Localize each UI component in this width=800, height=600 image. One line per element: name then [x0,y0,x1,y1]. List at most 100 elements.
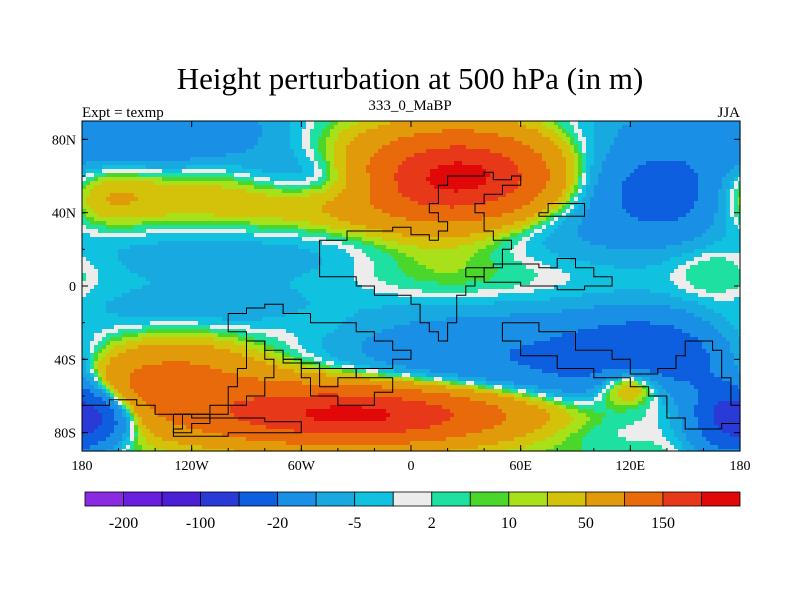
field-cell [482,165,487,170]
field-cell [114,169,119,174]
field-cell [310,169,315,174]
field-cell [114,125,119,130]
field-cell [726,121,731,126]
field-cell [730,153,735,158]
field-cell [210,189,215,194]
field-cell [310,161,315,166]
field-cell [646,161,651,166]
field-cell [454,149,459,154]
field-cell [306,161,311,166]
field-cell [154,221,159,226]
field-cell [242,161,247,166]
field-cell [330,217,335,222]
field-cell [490,149,495,154]
field-cell [438,169,443,174]
field-cell [466,225,471,230]
field-cell [622,125,627,130]
field-cell [390,185,395,190]
field-cell [322,165,327,170]
field-cell [386,153,391,158]
field-cell [410,193,415,198]
field-cell [722,157,727,162]
field-cell [694,157,699,162]
field-cell [254,137,259,142]
field-cell [322,189,327,194]
field-cell [558,177,563,182]
field-cell [654,201,659,206]
field-cell [698,193,703,198]
field-cell [406,237,411,242]
field-cell [666,229,671,234]
field-cell [338,197,343,202]
field-cell [114,233,119,238]
field-cell [214,137,219,142]
field-cell [298,165,303,170]
field-cell [110,161,115,166]
field-cell [110,165,115,170]
field-cell [130,129,135,134]
field-cell [122,137,127,142]
field-cell [630,173,635,178]
field-cell [414,193,419,198]
field-cell [270,169,275,174]
field-cell [454,201,459,206]
field-cell [378,173,383,178]
field-cell [154,145,159,150]
field-cell [490,137,495,142]
field-cell [358,165,363,170]
field-cell [270,153,275,158]
field-cell [454,141,459,146]
field-cell [662,217,667,222]
field-cell [198,121,203,126]
field-cell [382,161,387,166]
field-cell [378,149,383,154]
field-cell [542,129,547,134]
field-cell [578,177,583,182]
field-cell [218,141,223,146]
field-cell [514,237,519,242]
field-cell [734,169,739,174]
field-cell [474,225,479,230]
field-cell [582,161,587,166]
field-cell [202,125,207,130]
field-cell [90,165,95,170]
field-cell [590,237,595,242]
field-cell [158,201,163,206]
field-cell [714,221,719,226]
field-cell [502,189,507,194]
field-cell [314,165,319,170]
field-cell [314,121,319,126]
field-cell [178,197,183,202]
field-cell [422,153,427,158]
field-cell [450,217,455,222]
field-cell [298,221,303,226]
field-cell [438,121,443,126]
field-cell [594,189,599,194]
field-cell [282,173,287,178]
field-cell [246,161,251,166]
field-cell [102,233,107,238]
field-cell [270,145,275,150]
field-cell [150,177,155,182]
field-cell [170,217,175,222]
field-cell [542,209,547,214]
field-cell [158,181,163,186]
field-cell [562,129,567,134]
field-cell [330,149,335,154]
field-cell [466,129,471,134]
field-cell [638,209,643,214]
field-cell [574,205,579,210]
field-cell [610,141,615,146]
field-cell [202,201,207,206]
field-cell [490,221,495,226]
field-cell [630,193,635,198]
field-cell [310,213,315,218]
field-cell [482,169,487,174]
field-cell [86,217,91,222]
field-cell [378,141,383,146]
field-cell [318,165,323,170]
field-cell [186,193,191,198]
field-cell [622,221,627,226]
field-cell [738,153,741,158]
field-cell [554,149,559,154]
